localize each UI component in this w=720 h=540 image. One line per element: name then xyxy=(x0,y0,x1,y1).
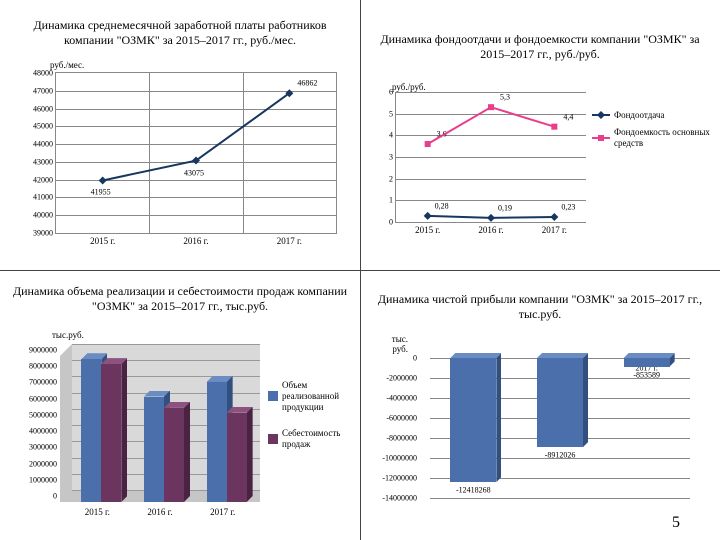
chart1-plot: 3900040000410004200043000440004500046000… xyxy=(55,72,337,234)
ytick: 7000000 xyxy=(29,378,60,387)
ytick: 48000 xyxy=(33,69,56,78)
ytick: 9000000 xyxy=(29,346,60,355)
ytick: 5 xyxy=(389,109,396,118)
xtick: 2015 г. xyxy=(85,504,110,517)
salary-chart-panel: Динамика среднемесячной заработной платы… xyxy=(0,0,360,270)
ytick: 2000000 xyxy=(29,459,60,468)
ytick: 40000 xyxy=(33,211,56,220)
ytick: -14000000 xyxy=(382,494,420,503)
ytick: 1000000 xyxy=(29,475,60,484)
ytick: 8000000 xyxy=(29,362,60,371)
chart4-title: Динамика чистой прибыли компании "ОЗМК" … xyxy=(368,292,712,322)
xtick: 2016 г. xyxy=(147,504,172,517)
ytick: 45000 xyxy=(33,122,56,131)
legend-item: Объем реализованной продукции xyxy=(268,380,358,412)
ytick: 5000000 xyxy=(29,410,60,419)
chart1-title: Динамика среднемесячной заработной платы… xyxy=(8,18,352,48)
chart2-plot: 01234562015 г.2016 г.2017 г.0,280,190,23… xyxy=(395,92,586,223)
ytick: -8000000 xyxy=(386,434,420,443)
ytick: 47000 xyxy=(33,86,56,95)
ytick: -10000000 xyxy=(382,454,420,463)
xtick: 2017 г. xyxy=(277,233,302,246)
chart4-plot: -14000000-12000000-10000000-8000000-6000… xyxy=(420,348,690,498)
ytick: 6 xyxy=(389,88,396,97)
ytick: 44000 xyxy=(33,140,56,149)
xtick: 2016 г. xyxy=(183,233,208,246)
chart2-legend: Фондоотдача Фондоемкость основных средств xyxy=(592,110,712,154)
legend-item: Фондоотдача xyxy=(592,110,712,121)
page-number: 5 xyxy=(672,514,680,532)
ytick: 4000000 xyxy=(29,427,60,436)
chart4-ylabel: тыс. руб. xyxy=(380,334,408,354)
ytick: -12000000 xyxy=(382,474,420,483)
legend-item: Фондоемкость основных средств xyxy=(592,127,712,149)
ytick: 0 xyxy=(413,354,420,363)
chart2-ylabel: руб./руб. xyxy=(392,82,426,92)
xtick: 2015 г. xyxy=(90,233,115,246)
data-label: -853589 xyxy=(633,370,660,379)
chart3-ylabel: тыс.руб. xyxy=(52,330,84,340)
data-label: -12418268 xyxy=(456,486,491,495)
ytick: 6000000 xyxy=(29,394,60,403)
ytick: 3 xyxy=(389,153,396,162)
profit-chart-panel: Динамика чистой прибыли компании "ОЗМК" … xyxy=(360,270,720,540)
ytick: -2000000 xyxy=(386,374,420,383)
xtick: 2016 г. xyxy=(478,222,503,235)
ytick: 42000 xyxy=(33,175,56,184)
xtick: 2017 г. xyxy=(210,504,235,517)
ytick: 46000 xyxy=(33,104,56,113)
chart3-legend: Объем реализованной продукции Себестоимос… xyxy=(268,380,358,466)
ytick: 0 xyxy=(389,218,396,227)
ytick: 0 xyxy=(53,492,60,501)
chart2-title: Динамика фондоотдачи и фондоемкости комп… xyxy=(368,32,712,62)
xtick: 2015 г. xyxy=(415,222,440,235)
ytick: -6000000 xyxy=(386,414,420,423)
ytick: 2 xyxy=(389,174,396,183)
data-label: -8912026 xyxy=(545,451,576,460)
ytick: 3000000 xyxy=(29,443,60,452)
ytick: 43000 xyxy=(33,157,56,166)
fondo-chart-panel: Динамика фондоотдачи и фондоемкости комп… xyxy=(360,0,720,270)
xtick: 2017 г. xyxy=(542,222,567,235)
ytick: 39000 xyxy=(33,229,56,238)
ytick: 1 xyxy=(389,196,396,205)
chart3-title: Динамика объема реализации и себестоимос… xyxy=(8,284,352,314)
ytick: 41000 xyxy=(33,193,56,202)
legend-item: Себестоимость продаж xyxy=(268,428,358,450)
sales-chart-panel: Динамика объема реализации и себестоимос… xyxy=(0,270,360,540)
ytick: -4000000 xyxy=(386,394,420,403)
chart3-plot: 0100000020000003000000400000050000006000… xyxy=(60,344,260,502)
ytick: 4 xyxy=(389,131,396,140)
